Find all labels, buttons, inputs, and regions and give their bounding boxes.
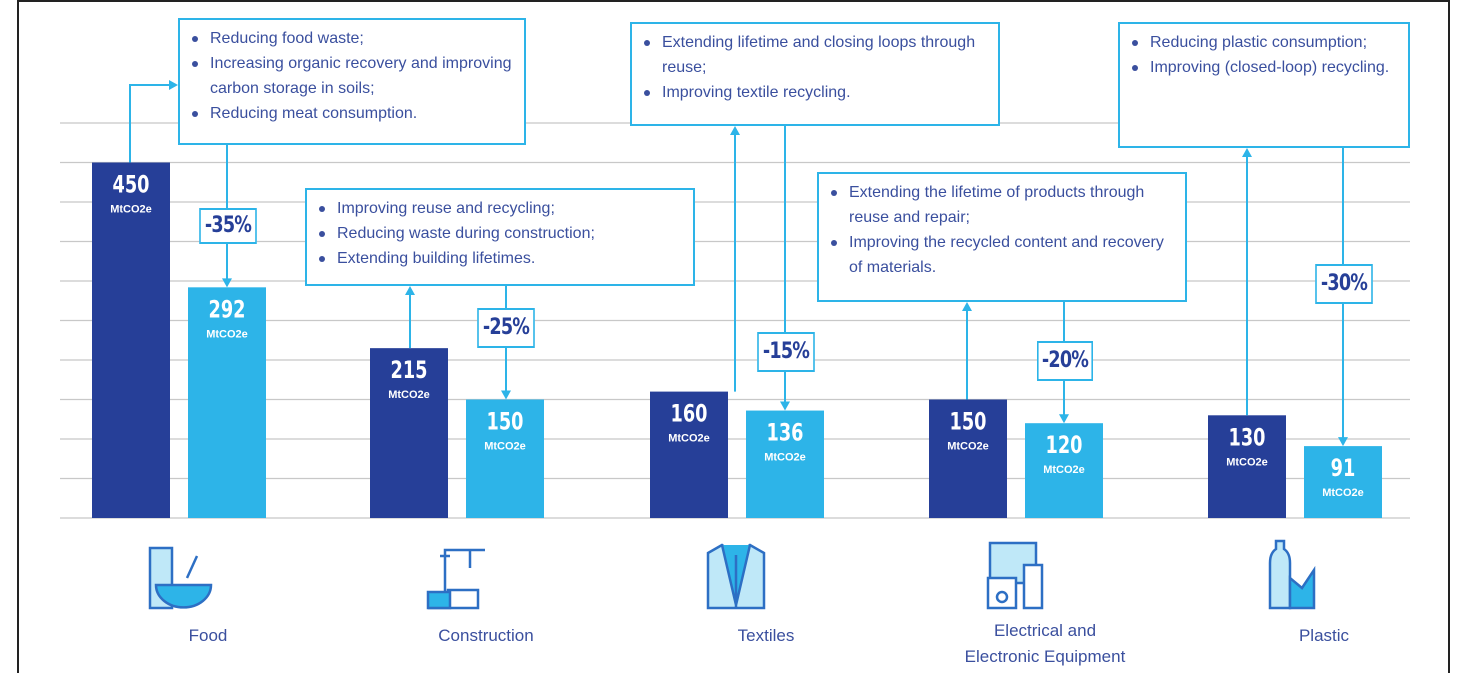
arrow-line xyxy=(129,84,176,163)
textiles-icon xyxy=(706,543,766,610)
unit-label: MtCO2e xyxy=(388,389,430,401)
reduction-label: -15% xyxy=(757,332,815,372)
category-label: Food xyxy=(188,626,228,645)
action-item: Reducing food waste; xyxy=(192,26,514,51)
arrow-head xyxy=(1059,414,1069,424)
value-label: 215 xyxy=(391,357,428,384)
unit-label: MtCO2e xyxy=(206,328,248,340)
reduction-label: -35% xyxy=(199,208,257,244)
arrow-head xyxy=(501,390,511,400)
arrow-head xyxy=(169,80,178,90)
bar xyxy=(466,399,544,518)
unit-label: MtCO2e xyxy=(1043,464,1085,476)
bar xyxy=(1208,415,1286,518)
arrow-head xyxy=(1338,437,1348,447)
bar xyxy=(92,162,170,518)
action-list: Reducing food waste; Increasing organic r… xyxy=(188,26,514,126)
value-label: 150 xyxy=(487,409,524,436)
value-label: 91 xyxy=(1331,455,1356,482)
value-label: 150 xyxy=(950,409,987,436)
action-box: Extending the lifetime of products throu… xyxy=(817,172,1187,302)
action-item: Improving (closed-loop) recycling. xyxy=(1132,55,1398,80)
unit-label: MtCO2e xyxy=(110,204,152,216)
value-label: 292 xyxy=(209,297,246,324)
arrow-head xyxy=(222,278,232,288)
arrow-head xyxy=(405,286,415,295)
action-item: Extending building lifetimes. xyxy=(319,246,683,271)
bar xyxy=(188,287,266,518)
action-box: Reducing food waste; Increasing organic r… xyxy=(178,18,526,145)
value-label: 160 xyxy=(671,401,708,428)
frame xyxy=(17,0,1450,673)
action-item: Extending the lifetime of products throu… xyxy=(831,180,1175,230)
unit-label: MtCO2e xyxy=(1322,487,1364,499)
unit-label: MtCO2e xyxy=(764,452,806,464)
action-list: Extending the lifetime of products throu… xyxy=(827,180,1175,280)
category-label: Construction xyxy=(438,626,534,645)
arrow-head xyxy=(730,126,740,135)
construction-icon xyxy=(426,548,485,610)
unit-label: MtCO2e xyxy=(668,433,710,445)
value-label: 120 xyxy=(1046,432,1083,459)
value-label: 450 xyxy=(113,172,150,199)
action-box: Reducing plastic consumption; Improving (… xyxy=(1118,22,1410,148)
value-label: 130 xyxy=(1229,425,1266,452)
value-label: 136 xyxy=(767,420,804,447)
category-label: Plastic xyxy=(1298,626,1350,645)
electronics-icon xyxy=(986,541,1044,610)
action-item: Improving the recycled content and recov… xyxy=(831,230,1175,280)
action-item: Reducing meat consumption. xyxy=(192,101,514,126)
reduction-label: -20% xyxy=(1037,341,1093,381)
unit-label: MtCO2e xyxy=(1226,456,1268,468)
bar xyxy=(1025,423,1103,518)
bar xyxy=(929,399,1007,518)
action-item: Increasing organic recovery and improvin… xyxy=(192,51,514,101)
action-item: Improving textile recycling. xyxy=(644,80,988,105)
food-icon xyxy=(148,546,213,610)
arrow-head xyxy=(1242,148,1252,157)
unit-label: MtCO2e xyxy=(484,441,526,453)
bar xyxy=(746,410,824,518)
action-list: Extending lifetime and closing loops thr… xyxy=(640,30,988,105)
action-box: Extending lifetime and closing loops thr… xyxy=(630,22,1000,126)
category-label: Textiles xyxy=(737,626,795,645)
action-box: Improving reuse and recycling; Reducing w… xyxy=(305,188,695,286)
action-list: Reducing plastic consumption; Improving (… xyxy=(1128,30,1398,80)
action-item: Extending lifetime and closing loops thr… xyxy=(644,30,988,80)
bar xyxy=(1304,446,1382,518)
action-item: Improving reuse and recycling; xyxy=(319,196,683,221)
plastic-icon xyxy=(1268,539,1316,610)
bar xyxy=(650,391,728,518)
icons xyxy=(148,539,1316,610)
action-item: Reducing plastic consumption; xyxy=(1132,30,1398,55)
reduction-label: -30% xyxy=(1315,264,1373,304)
arrow-head xyxy=(780,401,790,411)
category-label: Electrical and Electronic Equipment xyxy=(964,621,1126,666)
unit-label: MtCO2e xyxy=(947,441,989,453)
action-item: Reducing waste during construction; xyxy=(319,221,683,246)
arrow-head xyxy=(962,302,972,311)
bar xyxy=(370,348,448,518)
action-list: Improving reuse and recycling; Reducing w… xyxy=(315,196,683,271)
reduction-label: -25% xyxy=(477,308,535,348)
